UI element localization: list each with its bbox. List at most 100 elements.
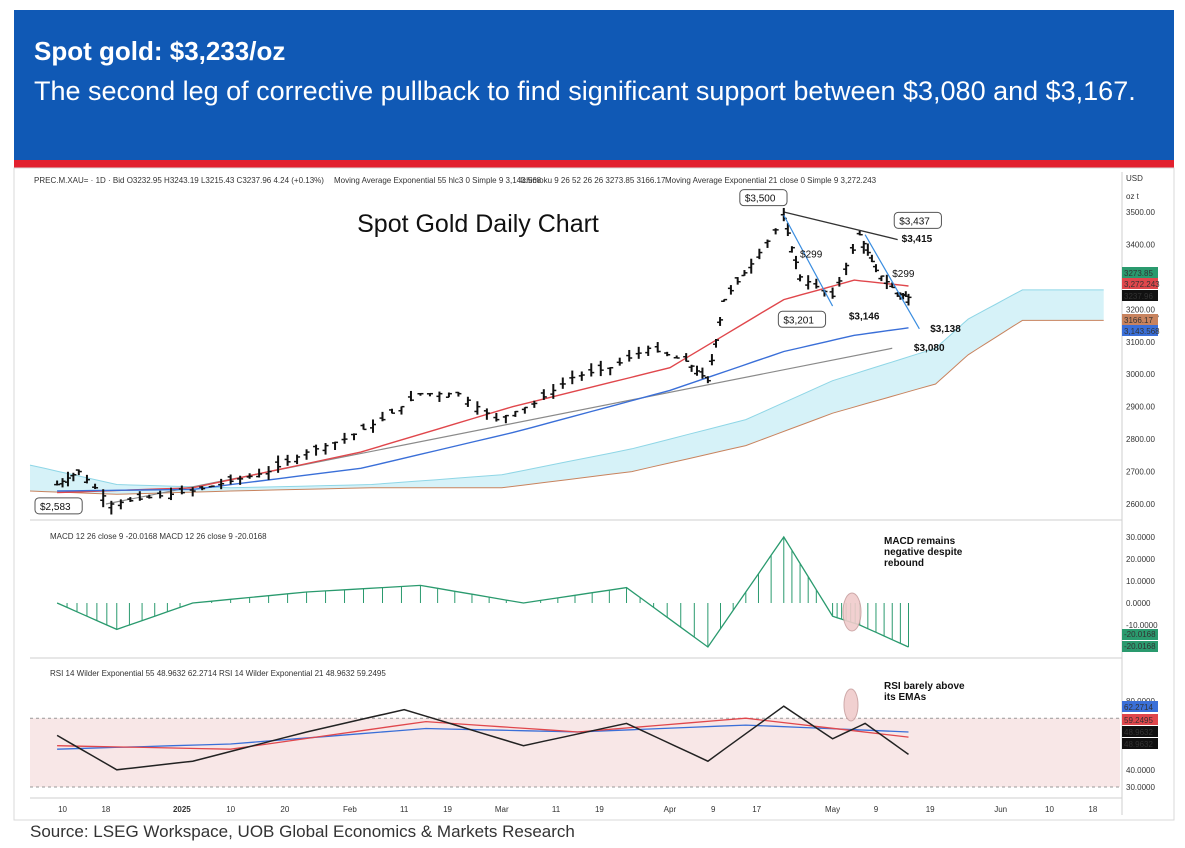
chart-frame [13, 167, 1175, 821]
leg-label-2: $299 [892, 269, 915, 280]
macd-tag-label: -20.0168 [1124, 642, 1156, 651]
x-tick-label: 17 [752, 805, 761, 814]
currency-label: USD [1126, 174, 1143, 183]
indicator-label-ema21: Moving Average Exponential 21 close 0 Si… [665, 176, 877, 185]
source-note: Source: LSEG Workspace, UOB Global Econo… [30, 822, 575, 841]
y-tick-label: 3100.00 [1126, 338, 1155, 347]
x-tick-label: 10 [58, 805, 67, 814]
x-tick-label: Feb [343, 805, 357, 814]
x-tick-label: 20 [280, 805, 289, 814]
rsi-line [56, 705, 909, 771]
callout-3437: $3,437 [899, 216, 930, 227]
header-banner: Spot gold: $3,233/oz The second leg of c… [14, 10, 1174, 160]
price-tag-label: 3,272.243 [1124, 280, 1160, 289]
rsi-tag-label: 48.9632 [1124, 728, 1153, 737]
y-tick-label: 3500.00 [1126, 208, 1155, 217]
price-tag [1122, 290, 1158, 301]
page-title: Spot gold: $3,233/oz [34, 36, 286, 66]
macd-tick-label: 30.0000 [1126, 533, 1155, 542]
rsi-info: RSI 14 Wilder Exponential 55 48.9632 62.… [50, 669, 386, 678]
price-tag [1122, 325, 1158, 336]
callout-2583: $2,583 [40, 502, 71, 513]
rsi-tick-label: 40.0000 [1126, 766, 1155, 775]
macd-tag [1122, 629, 1158, 640]
x-tick-label: Jun [994, 805, 1007, 814]
ichimoku-cloud [30, 289, 1104, 495]
indicator-label-ichimoku: Ichimoku 9 26 52 26 26 3273.85 3166.17 [520, 176, 666, 185]
y-tick-label: 3400.00 [1126, 240, 1155, 249]
rsi-tag [1122, 714, 1158, 725]
rsi-tag-label: 62.2714 [1124, 703, 1153, 712]
price-tag [1122, 314, 1158, 325]
x-tick-label: 9 [874, 805, 879, 814]
price-tag [1122, 278, 1158, 289]
x-tick-label: 19 [595, 805, 604, 814]
info-line: PREC.M.XAU= · 1D · Bid O3232.95 H3243.19… [34, 176, 324, 185]
x-tick-label: May [825, 805, 840, 814]
y-tick-label: 2600.00 [1126, 500, 1155, 509]
x-tick-label: 19 [926, 805, 935, 814]
rsi-tag [1122, 738, 1158, 749]
macd-annotation: MACD remains [884, 536, 956, 547]
label-3146: $3,146 [849, 312, 880, 323]
chart-title: Spot Gold Daily Chart [357, 210, 599, 238]
macd-line [56, 535, 909, 648]
rsi-ema21-line [57, 717, 909, 750]
y-tick-label: 3000.00 [1126, 370, 1155, 379]
rsi-tag-label: 48.9632 [1124, 740, 1153, 749]
callout-3201-box [777, 310, 827, 328]
x-tick-label: 18 [1088, 805, 1097, 814]
rsi-tag [1122, 701, 1158, 712]
rsi-tick-label: 30.0000 [1126, 783, 1155, 792]
x-tick-label: 10 [226, 805, 235, 814]
price-tag [1122, 267, 1158, 278]
rsi-tag-label: 59.2495 [1124, 716, 1153, 725]
macd-tick-label: -10.0000 [1126, 621, 1158, 630]
x-tick-label: 2025 [173, 805, 191, 814]
page-subtitle: The second leg of corrective pullback to… [34, 76, 1136, 106]
macd-tag-label: -20.0168 [1124, 630, 1156, 639]
macd-tick-label: 0.0000 [1126, 599, 1151, 608]
callout-3500: $3,500 [745, 194, 776, 205]
y-tick-label: 2900.00 [1126, 403, 1155, 412]
callout-3201: $3,201 [783, 315, 814, 326]
x-tick-label: 11 [400, 805, 409, 814]
rsi-ema55-line [57, 724, 909, 750]
correction-arrow-1 [783, 214, 834, 307]
header-stripe [14, 160, 1174, 168]
x-tick-label: Apr [664, 805, 677, 814]
macd-tick-label: 20.0000 [1126, 555, 1155, 564]
price-tag-label: 3273.85 [1124, 269, 1153, 278]
x-tick-label: 9 [711, 805, 716, 814]
y-tick-label: 3200.00 [1126, 305, 1155, 314]
price-tag-label: 3237.96 [1124, 292, 1153, 301]
macd-tick-label: 10.0000 [1126, 577, 1155, 586]
price-tag-label: 3,143.568 [1124, 327, 1160, 336]
label-3080: $3,080 [914, 343, 945, 354]
ichimoku-span-b [29, 319, 1104, 495]
callout-2583-box [34, 497, 83, 515]
x-tick-label: Mar [495, 805, 509, 814]
macd-annotation: negative despite [884, 547, 963, 558]
macd-tag [1122, 641, 1158, 652]
rsi-zone [30, 718, 1120, 787]
y-tick-label: 2800.00 [1126, 435, 1155, 444]
rsi-annotation: its EMAs [884, 692, 927, 703]
rsi-highlight [843, 688, 859, 722]
macd-highlight [842, 592, 862, 632]
label-3415: $3,415 [902, 234, 933, 245]
macd-info: MACD 12 26 close 9 -20.0168 MACD 12 26 c… [50, 532, 267, 541]
x-tick-label: 19 [443, 805, 452, 814]
correction-arrow-2 [864, 234, 920, 330]
x-tick-label: 11 [552, 805, 561, 814]
macd-annotation: rebound [884, 558, 924, 569]
price-tag-label: 3166.17 [1124, 316, 1153, 325]
y-tick-label: 2700.00 [1126, 468, 1155, 477]
indicator-label-ema55: Moving Average Exponential 55 hlc3 0 Sim… [334, 176, 542, 185]
rsi-tag [1122, 726, 1158, 737]
unit-label: oz t [1126, 192, 1140, 201]
trendline-resistance [783, 211, 898, 241]
callout-3500-box [739, 189, 788, 207]
rsi-annotation: RSI barely above [884, 681, 965, 692]
